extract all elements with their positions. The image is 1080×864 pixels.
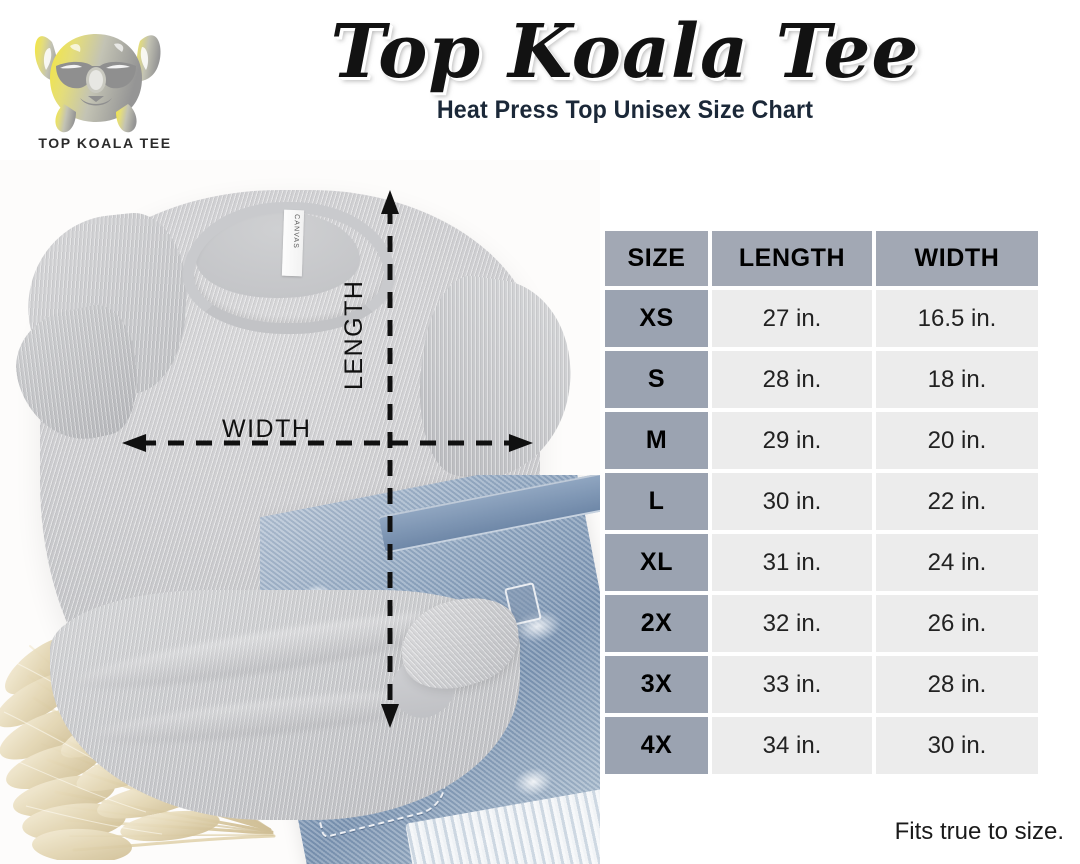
cell-length: 33 in.: [712, 656, 872, 713]
cell-width: 18 in.: [876, 351, 1038, 408]
table-row: 4X 34 in. 30 in.: [605, 717, 1042, 774]
logo-wordmark: TOP KOALA TEE: [38, 135, 171, 151]
fits-true-to-size-note: Fits true to size.: [894, 818, 1064, 845]
width-measure-label: WIDTH: [222, 415, 312, 443]
cell-length: 29 in.: [712, 412, 872, 469]
width-arrow-head-left: [122, 434, 146, 452]
cell-length: 32 in.: [712, 595, 872, 652]
cell-width: 26 in.: [876, 595, 1038, 652]
cell-size: 2X: [605, 595, 708, 652]
cell-size: 3X: [605, 656, 708, 713]
table-row: XL 31 in. 24 in.: [605, 534, 1042, 591]
header-cell-width: WIDTH: [876, 231, 1038, 286]
width-arrow-head-right: [509, 434, 533, 452]
cell-size: L: [605, 473, 708, 530]
cell-length: 30 in.: [712, 473, 872, 530]
header-cell-size: SIZE: [605, 231, 708, 286]
table-row: 3X 33 in. 28 in.: [605, 656, 1042, 713]
cell-length: 34 in.: [712, 717, 872, 774]
cell-length: 31 in.: [712, 534, 872, 591]
cell-width: 24 in.: [876, 534, 1038, 591]
cell-size: XS: [605, 290, 708, 347]
size-chart-table: SIZE LENGTH WIDTH XS 27 in. 16.5 in. S 2…: [605, 231, 1042, 778]
page-header: TOP KOALA TEE Top Koala Tee Heat Press T…: [0, 0, 1080, 170]
cell-size: S: [605, 351, 708, 408]
table-row: M 29 in. 20 in.: [605, 412, 1042, 469]
brand-logo: TOP KOALA TEE: [18, 8, 193, 158]
koala-sunglasses-icon: TOP KOALA TEE: [34, 34, 171, 151]
measurement-overlay: WIDTH LENGTH: [0, 160, 600, 864]
cell-width: 28 in.: [876, 656, 1038, 713]
cell-length: 28 in.: [712, 351, 872, 408]
product-photo: CANVAS WIDTH LENGTH: [0, 160, 600, 864]
cell-size: 4X: [605, 717, 708, 774]
table-row: S 28 in. 18 in.: [605, 351, 1042, 408]
cell-width: 22 in.: [876, 473, 1038, 530]
length-measure-label: LENGTH: [340, 279, 368, 390]
page-title: Top Koala Tee: [330, 9, 920, 95]
header-cell-length: LENGTH: [712, 231, 872, 286]
cell-width: 16.5 in.: [876, 290, 1038, 347]
page-subtitle: Heat Press Top Unisex Size Chart: [436, 96, 814, 124]
table-row: XS 27 in. 16.5 in.: [605, 290, 1042, 347]
cell-size: XL: [605, 534, 708, 591]
table-header-row: SIZE LENGTH WIDTH: [605, 231, 1042, 286]
length-arrow-head-bottom: [381, 704, 399, 728]
table-row: L 30 in. 22 in.: [605, 473, 1042, 530]
table-row: 2X 32 in. 26 in.: [605, 595, 1042, 652]
length-arrow-head-top: [381, 190, 399, 214]
title-block: Top Koala Tee Heat Press Top Unisex Size…: [210, 10, 1040, 160]
cell-length: 27 in.: [712, 290, 872, 347]
cell-width: 20 in.: [876, 412, 1038, 469]
cell-width: 30 in.: [876, 717, 1038, 774]
cell-size: M: [605, 412, 708, 469]
